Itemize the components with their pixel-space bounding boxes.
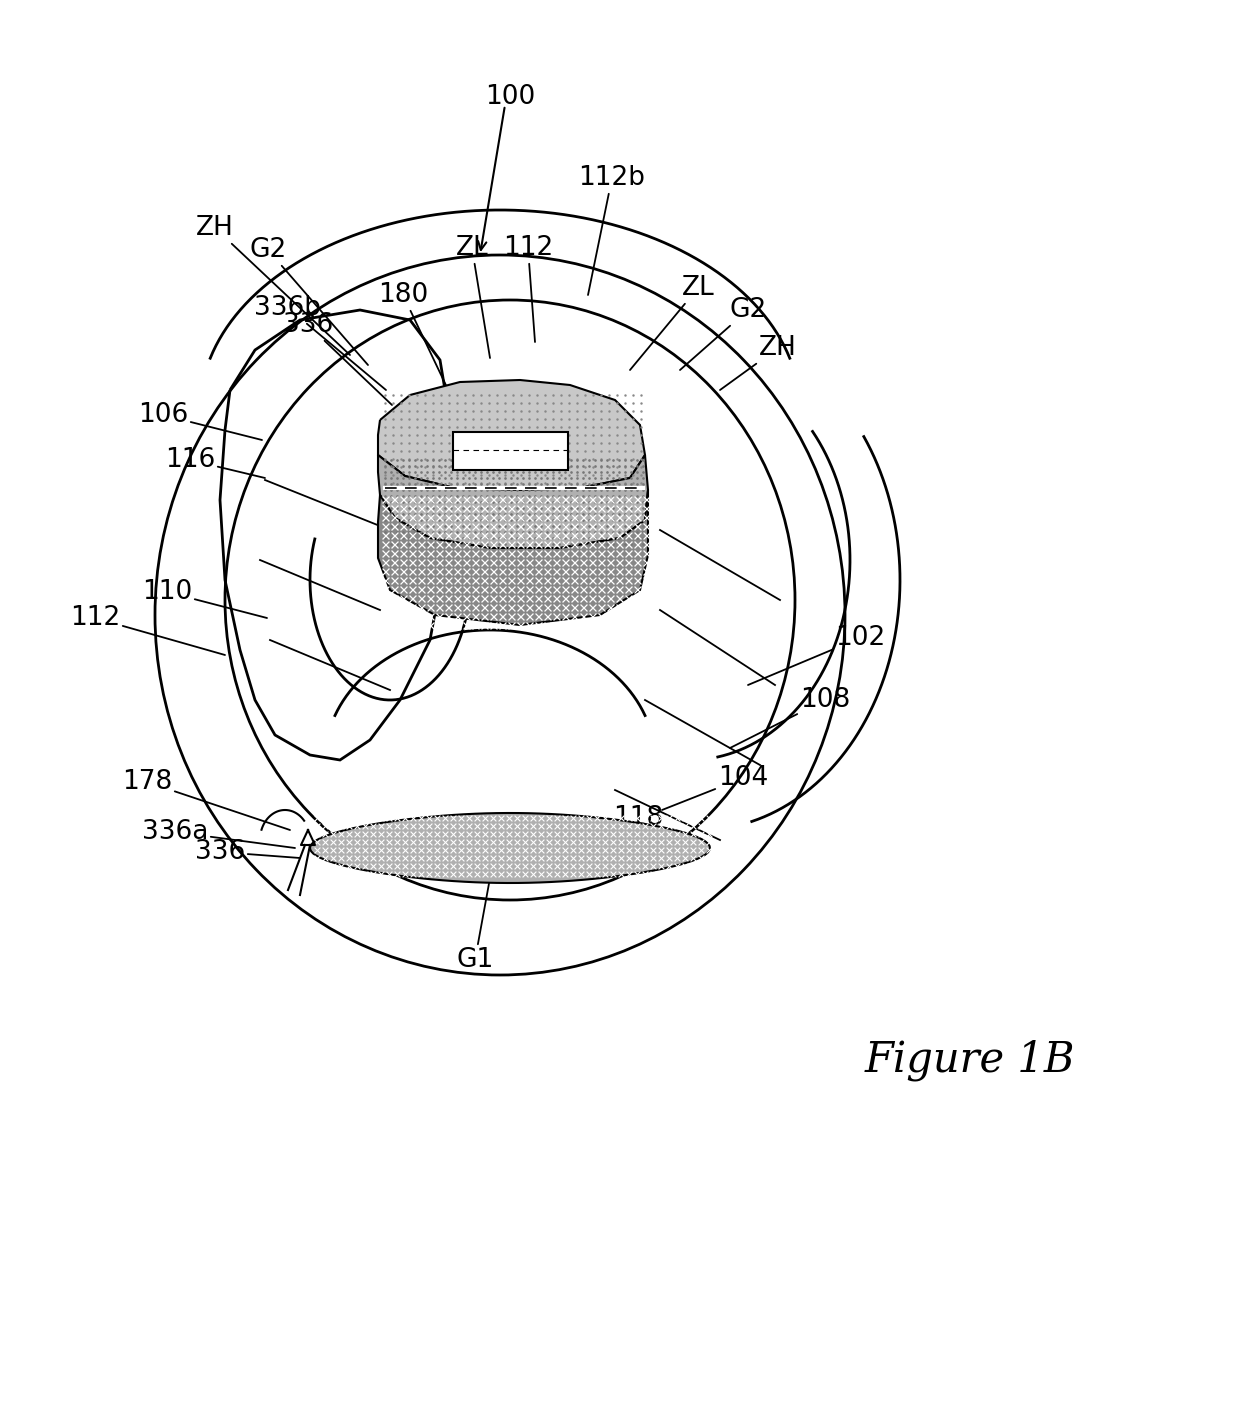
Text: 110: 110 <box>141 579 267 617</box>
Text: ZH: ZH <box>196 215 350 355</box>
Text: ZL: ZL <box>630 275 714 370</box>
Text: 180: 180 <box>378 282 453 400</box>
Text: G1: G1 <box>456 878 494 974</box>
PathPatch shape <box>378 380 645 490</box>
Text: G2: G2 <box>249 237 368 365</box>
Text: 336a: 336a <box>141 819 295 847</box>
Text: 102: 102 <box>748 624 885 685</box>
Text: 112: 112 <box>69 605 224 655</box>
PathPatch shape <box>378 455 649 549</box>
Text: 118: 118 <box>590 805 663 845</box>
Text: 336: 336 <box>283 311 392 405</box>
PathPatch shape <box>310 812 711 882</box>
Text: G2: G2 <box>680 297 766 370</box>
Text: 178: 178 <box>122 769 290 831</box>
Text: 106: 106 <box>138 403 262 441</box>
Bar <box>453 432 568 470</box>
PathPatch shape <box>378 490 649 624</box>
Text: 336b: 336b <box>254 295 386 390</box>
Text: 112: 112 <box>503 234 553 342</box>
Text: 100: 100 <box>485 84 536 109</box>
Text: 108: 108 <box>730 687 851 748</box>
Text: Figure 1B: Figure 1B <box>864 1040 1075 1080</box>
Text: ZL: ZL <box>455 234 490 358</box>
PathPatch shape <box>219 310 450 760</box>
Text: ZH: ZH <box>720 335 797 390</box>
Text: 336: 336 <box>195 839 300 866</box>
Text: 112b: 112b <box>579 166 646 295</box>
Text: 116: 116 <box>165 448 265 478</box>
Text: 104: 104 <box>662 765 769 810</box>
